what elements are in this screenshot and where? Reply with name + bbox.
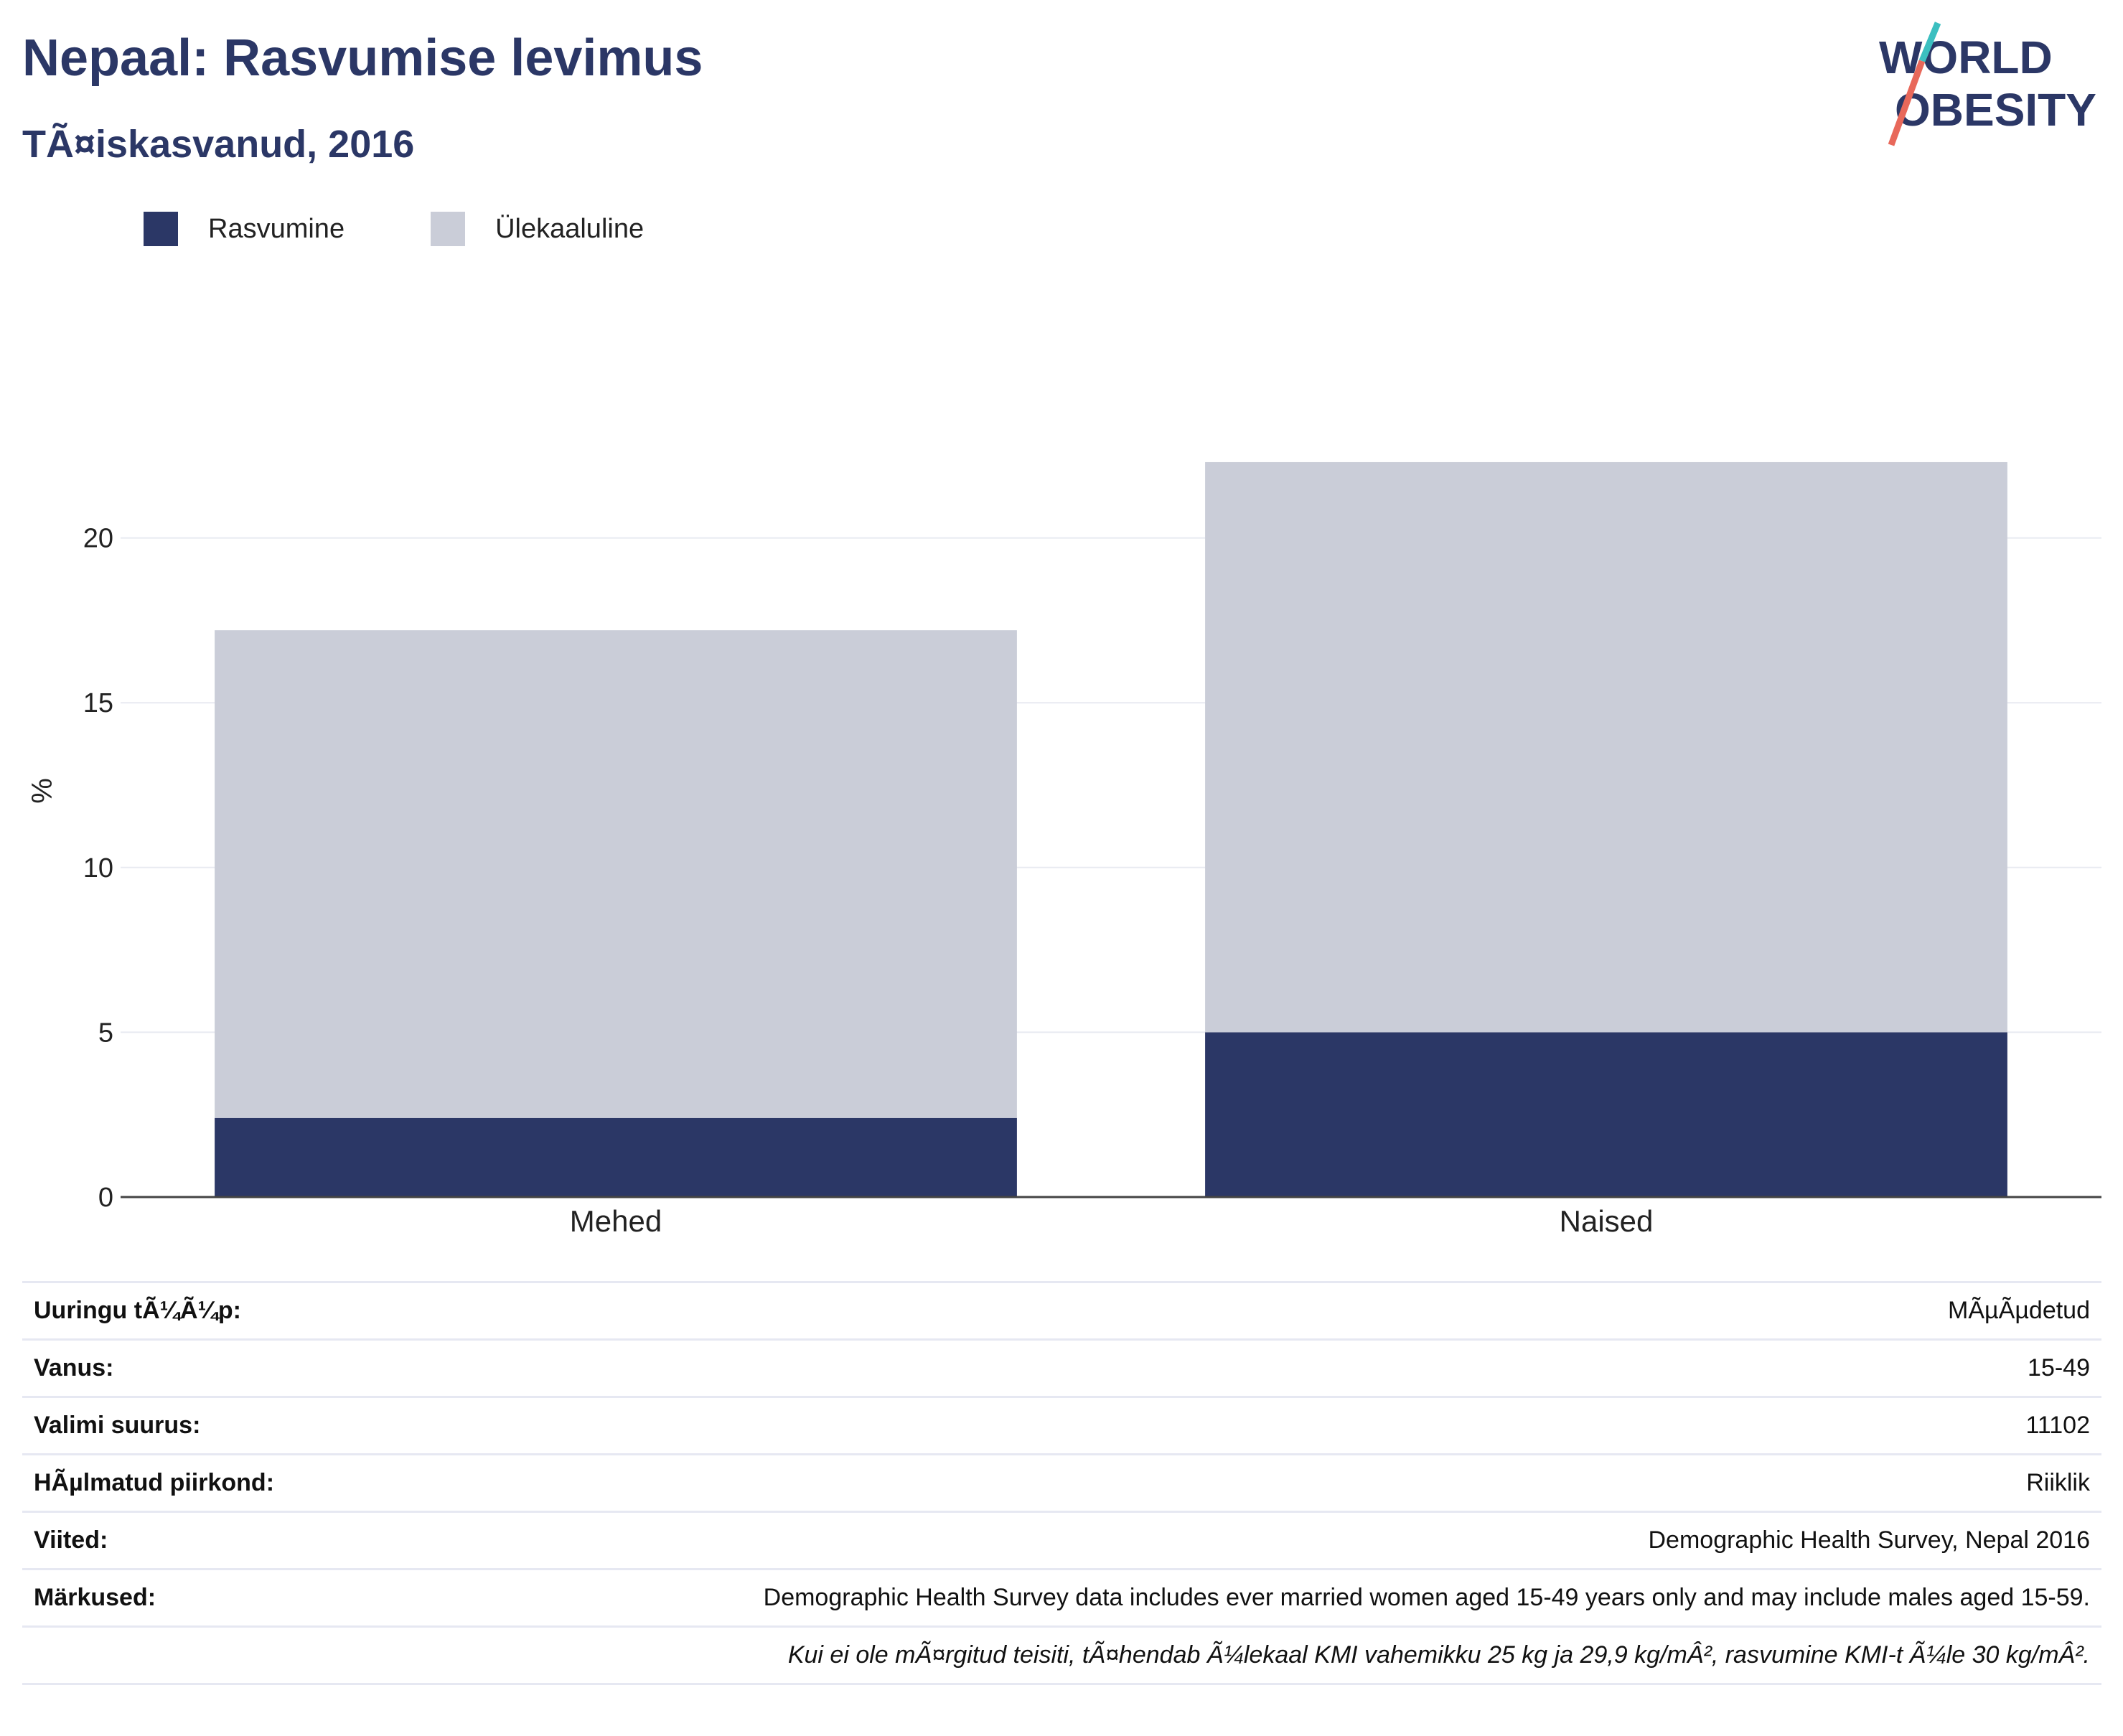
info-label: Vanus:	[34, 1354, 114, 1381]
survey-info-table: Uuringu tÃ¼Ã¼p: MÃµÃµdetud Vanus: 15-49 …	[22, 1281, 2101, 1685]
stacked-bar-chart: 0 5 10 15 20% Mehed Naised	[27, 461, 2101, 1238]
page-subtitle: TÃ¤iskasvanud, 2016	[22, 123, 415, 166]
info-row-age: Vanus: 15-49	[22, 1341, 2101, 1398]
x-tick-label: Mehed	[570, 1204, 662, 1238]
legend-swatch-ulekaaluline	[431, 212, 466, 246]
bar-rasvumine-mehed	[215, 1117, 1017, 1197]
info-label: Viited:	[34, 1526, 108, 1554]
bar-rasvumine-naised	[1205, 1032, 2007, 1197]
info-row-survey-type: Uuringu tÃ¼Ã¼p: MÃµÃµdetud	[22, 1283, 2101, 1341]
legend-item-ulekaaluline: Ülekaaluline	[431, 212, 644, 246]
info-value: Riiklik	[2026, 1469, 2090, 1496]
info-value: MÃµÃµdetud	[1948, 1297, 2090, 1324]
bar--lekaaluline-naised	[1205, 461, 2007, 1033]
svg-text:OBESITY: OBESITY	[1895, 84, 2096, 136]
info-label: HÃµlmatud piirkond:	[34, 1469, 275, 1496]
x-tick-label: Naised	[1560, 1204, 1654, 1238]
info-row-sample-size: Valimi suurus: 11102	[22, 1398, 2101, 1455]
legend-item-rasvumine: Rasvumine	[144, 212, 345, 246]
svg-text:WORLD: WORLD	[1879, 32, 2053, 83]
info-value: Demographic Health Survey data includes …	[763, 1584, 2090, 1611]
y-axis-title: %	[27, 778, 58, 804]
info-label: Märkused:	[34, 1584, 156, 1611]
chart-legend: Rasvumine Ülekaaluline	[144, 212, 687, 246]
info-row-definition-note: Kui ei ole mÃ¤rgitud teisiti, tÃ¤hendab …	[22, 1628, 2101, 1685]
y-tick-label: 0	[98, 1183, 113, 1213]
y-tick-label: 15	[83, 688, 113, 718]
info-value: 11102	[2025, 1412, 2091, 1439]
info-row-coverage: HÃµlmatud piirkond: Riiklik	[22, 1455, 2101, 1513]
world-obesity-logo: WORLD OBESITY	[1879, 22, 2096, 146]
legend-swatch-rasvumine	[144, 212, 178, 246]
info-row-references: Viited: Demographic Health Survey, Nepal…	[22, 1513, 2101, 1570]
legend-label-ulekaaluline: Ülekaaluline	[495, 213, 645, 244]
info-label: Valimi suurus:	[34, 1412, 201, 1439]
legend-label-rasvumine: Rasvumine	[208, 213, 345, 244]
info-row-notes: Märkused: Demographic Health Survey data…	[22, 1570, 2101, 1628]
definition-note: Kui ei ole mÃ¤rgitud teisiti, tÃ¤hendab …	[787, 1641, 2090, 1669]
page-title: Nepaal: Rasvumise levimus	[22, 29, 703, 87]
y-tick-label: 20	[83, 524, 113, 554]
bar--lekaaluline-mehed	[215, 630, 1017, 1118]
y-tick-label: 5	[98, 1018, 113, 1048]
info-value: Demographic Health Survey, Nepal 2016	[1648, 1526, 2091, 1554]
y-tick-label: 10	[83, 853, 113, 883]
info-value: 15-49	[2028, 1354, 2090, 1381]
info-label: Uuringu tÃ¼Ã¼p:	[34, 1297, 241, 1324]
